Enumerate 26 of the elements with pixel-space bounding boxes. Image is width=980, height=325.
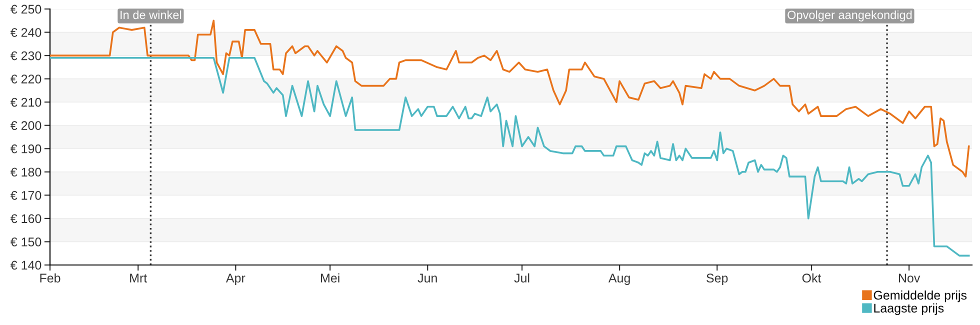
x-tick-label: Mrt	[130, 274, 148, 282]
y-tick-label: € 190	[10, 144, 42, 154]
y-tick-label: € 250	[10, 4, 42, 14]
legend-label: Laagste prijs	[874, 303, 944, 316]
ref-line-label: Opvolger aangekondigd	[788, 10, 912, 22]
y-tick-label: € 180	[10, 168, 42, 177]
y-tick-label: € 150	[10, 238, 42, 246]
x-tick-label: Jun	[418, 274, 437, 283]
x-tick-label: Sep	[706, 274, 728, 285]
y-tick-label: € 240	[10, 28, 42, 37]
x-tick-label: Aug	[608, 274, 630, 285]
y-tick-label: € 220	[10, 74, 42, 84]
x-tick-label: Jul	[514, 273, 530, 283]
legend-label: Gemiddelde prijs	[874, 290, 967, 302]
ref-line-label: In de winkel	[120, 10, 182, 20]
x-tick-label: Mei	[321, 273, 340, 283]
x-tick-label: Okt	[802, 273, 822, 283]
y-tick-label: € 210	[10, 98, 42, 107]
y-tick-label: € 230	[10, 51, 42, 60]
y-tick-label: € 140	[10, 260, 42, 270]
y-tick-label: € 160	[10, 214, 42, 224]
y-tick-label: € 200	[10, 121, 42, 130]
y-tick-label: € 170	[10, 190, 42, 200]
x-tick-label: Apr	[226, 274, 246, 285]
x-tick-label: Feb	[40, 273, 60, 283]
x-tick-label: Nov	[898, 274, 920, 283]
